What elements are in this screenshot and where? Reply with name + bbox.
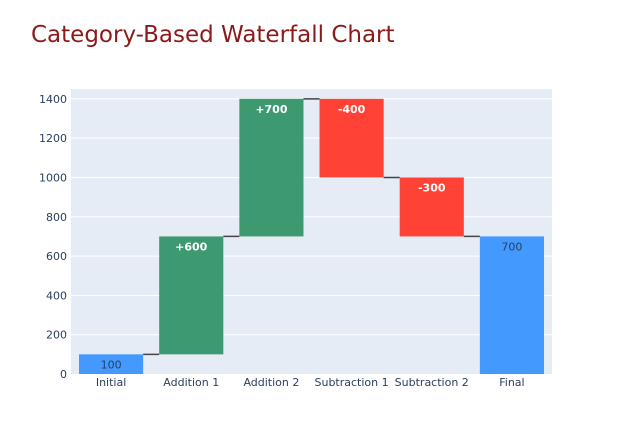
x-tick-label: Subtraction 1 [315,376,389,389]
waterfall-bar [239,98,304,237]
waterfall-bar [399,177,464,237]
bar-value-label: 100 [101,358,122,371]
x-tick-label: Final [499,376,524,389]
y-tick-label: 0 [60,368,67,381]
y-axis-ticks: 0 200 400 600 800 1000 1200 1400 [39,93,67,381]
y-tick-label: 400 [46,289,67,302]
waterfall-bar [319,98,384,178]
y-tick-label: 800 [46,211,67,224]
y-tick-label: 600 [46,250,67,263]
x-tick-label: Addition 1 [163,376,219,389]
waterfall-bar [79,354,144,374]
waterfall-bar [159,236,224,355]
chart-title: Category-Based Waterfall Chart [31,22,395,48]
bar-labels: 100 +600 +700 -400 -300 700 [101,103,523,372]
bars [79,98,544,374]
bar-value-label: +600 [175,240,208,253]
bar-value-label: -400 [338,103,366,116]
y-tick-label: 1000 [39,171,67,184]
bar-value-label: +700 [255,103,288,116]
y-tick-label: 200 [46,329,67,342]
bar-value-label: -300 [418,181,446,194]
x-axis-ticks: Initial Addition 1 Addition 2 Subtraction 1… [96,376,525,389]
x-tick-label: Subtraction 2 [395,376,469,389]
x-tick-label: Initial [96,376,126,389]
bar-value-label: 700 [501,240,522,253]
connectors [143,98,480,356]
x-tick-label: Addition 2 [243,376,299,389]
plot-background [71,89,552,374]
y-tick-label: 1400 [39,93,67,106]
waterfall-bar [479,236,544,374]
y-tick-label: 1200 [39,132,67,145]
